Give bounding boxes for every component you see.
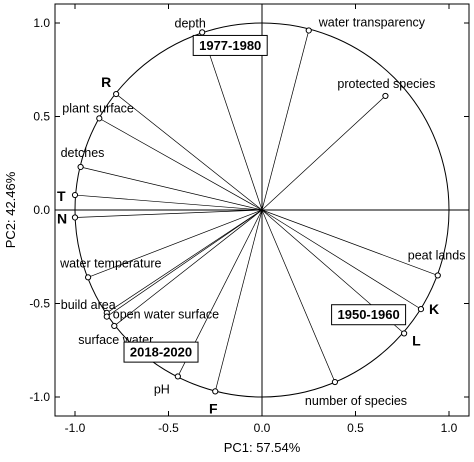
loading-point [77,163,84,171]
loading-vector [214,209,263,392]
point-label: L [412,332,421,348]
loading-vector [201,32,263,211]
period-box [192,34,268,56]
loading-vector [74,194,263,211]
loading-vector [261,95,386,211]
point-label: number of species [305,394,407,408]
point-label: K [429,301,439,317]
loading-point [434,272,441,279]
loading-vector [87,209,263,278]
loading-vector [261,209,422,310]
point-label: N [57,210,67,226]
y-tick-label: -1.0 [29,390,50,404]
point-label: detches [61,146,105,160]
period-label: 2018-2020 [130,345,192,360]
point-label: water temperature [59,256,161,270]
loading-point [174,373,181,380]
loading-vector [99,118,263,211]
loading-point [199,29,206,36]
loading-point [331,378,339,386]
loading-point [401,330,408,337]
y-axis-title: PC2: 42.46% [3,171,18,248]
y-tick-label: 0.0 [33,203,50,217]
period-box [123,341,199,363]
loading-layer: depth water transparency protected species… [57,15,465,416]
y-tick-label: 1.0 [33,16,50,30]
point-label: plant surface [62,101,134,115]
y-tick-label: -0.5 [29,297,50,311]
loading-vector [80,166,263,211]
loading-vector [261,209,438,276]
unit-circle [74,22,450,398]
x-tick-label: 1.0 [441,421,458,435]
loading-vector [261,30,310,211]
loading-point [96,115,103,122]
tick-layer: -1.0 -0.5 0.0 0.5 1.0 1.0 0.5 0.0 -0.5 -1.0 [29,4,469,435]
loading-point [382,92,389,100]
loading-vector [106,209,263,314]
loading-point [71,191,79,199]
point-label: water transparency [318,15,426,29]
loading-vector [106,209,263,317]
period-label: 1977-1980 [199,38,261,53]
loading-point [84,274,92,281]
x-tick-label: 0.0 [254,421,271,435]
loading-point [103,313,110,320]
period-box [331,304,407,326]
point-label: T [57,188,66,204]
loading-vector [261,209,336,383]
loading-point [111,322,118,330]
loading-vector [74,209,263,218]
loading-point [305,27,312,34]
loading-point [71,214,79,221]
point-label: protected species [337,77,435,91]
point-label: pH [154,382,170,396]
x-axis-title: PC1: 57.54% [224,440,301,455]
loading-point [212,388,219,395]
loading-vector [115,93,263,211]
loading-vector [114,209,263,327]
point-label: F [209,400,218,416]
x-tick-label: -1.0 [65,421,86,435]
point-label: open water surface [113,308,219,322]
point-label: depth [175,16,206,30]
loading-point [113,90,120,98]
x-tick-label: 0.5 [347,421,364,435]
point-label: peat lands [408,248,466,262]
point-label: R [101,74,111,90]
period-label: 1950-1960 [338,307,400,322]
point-label: build area [61,298,116,312]
x-tick-label: -0.5 [158,421,179,435]
y-tick-label: 0.5 [33,110,50,124]
loading-point [417,306,425,313]
